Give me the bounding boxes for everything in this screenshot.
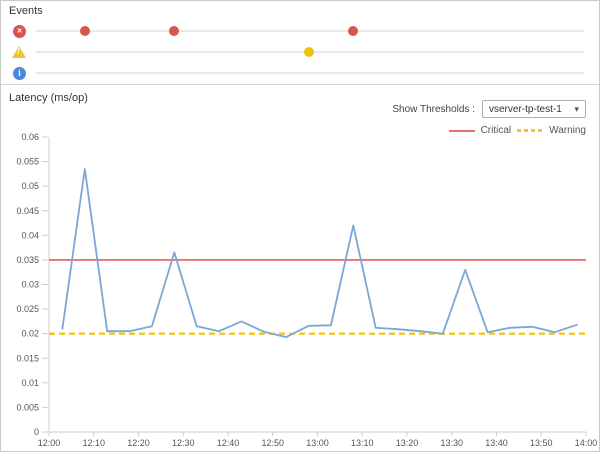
y-tick-label: 0 (34, 427, 39, 437)
x-tick-label: 12:30 (172, 438, 195, 448)
y-tick-label: 0.025 (16, 304, 39, 314)
x-tick-label: 12:10 (82, 438, 105, 448)
critical-line-swatch (448, 129, 475, 132)
threshold-select[interactable]: vserver-tp-test-1 ▾ (482, 100, 586, 118)
error-circle-icon: ✕ (13, 25, 26, 38)
event-row-warning: ! (1, 46, 599, 58)
warning-line-swatch (517, 129, 544, 132)
x-tick-label: 13:20 (396, 438, 419, 448)
x-tick-label: 12:00 (38, 438, 61, 448)
events-panel: Events ✕ ! i (1, 1, 599, 85)
chart-axes (48, 137, 586, 433)
event-marker-critical[interactable] (348, 26, 359, 36)
y-tick-label: 0.035 (16, 255, 39, 265)
y-tick-label: 0.03 (21, 280, 39, 290)
event-marker-warning[interactable] (303, 47, 314, 57)
x-tick-label: 13:50 (530, 438, 553, 448)
latency-chart[interactable]: 0 0.005 0.01 0.015 0.02 0.025 0.03 0.035 0.04 0.0… (1, 86, 600, 452)
threshold-select-value: vserver-tp-test-1 (489, 103, 562, 115)
event-markers-warning (1, 46, 599, 58)
event-marker-critical[interactable] (79, 26, 90, 36)
show-thresholds-label: Show Thresholds : (392, 103, 475, 115)
event-marker-critical[interactable] (169, 26, 180, 36)
warning-triangle-icon: ! (12, 46, 26, 58)
critical-legend-label: Critical (480, 125, 512, 136)
event-row-info: i (1, 67, 599, 80)
x-tick-label: 12:50 (261, 438, 284, 448)
event-markers-critical (1, 25, 599, 37)
y-tick-label: 0.01 (21, 378, 39, 388)
warning-legend-label: Warning (549, 125, 586, 136)
y-tick-label: 0.06 (21, 132, 39, 142)
y-tick-label: 0.005 (16, 402, 39, 412)
y-tick-label: 0.02 (21, 329, 39, 339)
y-tick-label: 0.055 (16, 157, 39, 167)
y-tick-label: 0.045 (16, 206, 39, 216)
x-tick-label: 12:40 (217, 438, 240, 448)
x-tick-label: 13:40 (485, 438, 508, 448)
x-tick-label: 12:20 (127, 438, 150, 448)
x-tick-label: 13:30 (440, 438, 463, 448)
latency-series-line (61, 168, 578, 339)
x-tick-label: 13:10 (351, 438, 374, 448)
y-tick-label: 0.04 (21, 230, 39, 240)
chart-legend: Critical Warning (448, 125, 586, 136)
latency-panel: 0 0.005 0.01 0.015 0.02 0.025 0.03 0.035 0.04 0.0… (1, 86, 599, 451)
event-timeline-critical (36, 30, 584, 32)
events-panel-title: Events (9, 5, 43, 17)
threshold-controls: Show Thresholds : vserver-tp-test-1 ▾ (392, 100, 586, 118)
warning-exclamation-glyph: ! (17, 47, 20, 56)
chevron-down-icon: ▾ (574, 103, 579, 114)
x-tick-label: 14:00 (575, 438, 598, 448)
latency-panel-title: Latency (ms/op) (9, 92, 88, 104)
y-tick-label: 0.05 (21, 181, 39, 191)
y-tick-label: 0.015 (16, 353, 39, 363)
event-markers-info (1, 67, 599, 79)
info-circle-icon: i (13, 67, 26, 80)
event-row-critical: ✕ (1, 25, 599, 38)
x-tick-label: 13:00 (306, 438, 329, 448)
event-timeline-info (36, 72, 584, 74)
